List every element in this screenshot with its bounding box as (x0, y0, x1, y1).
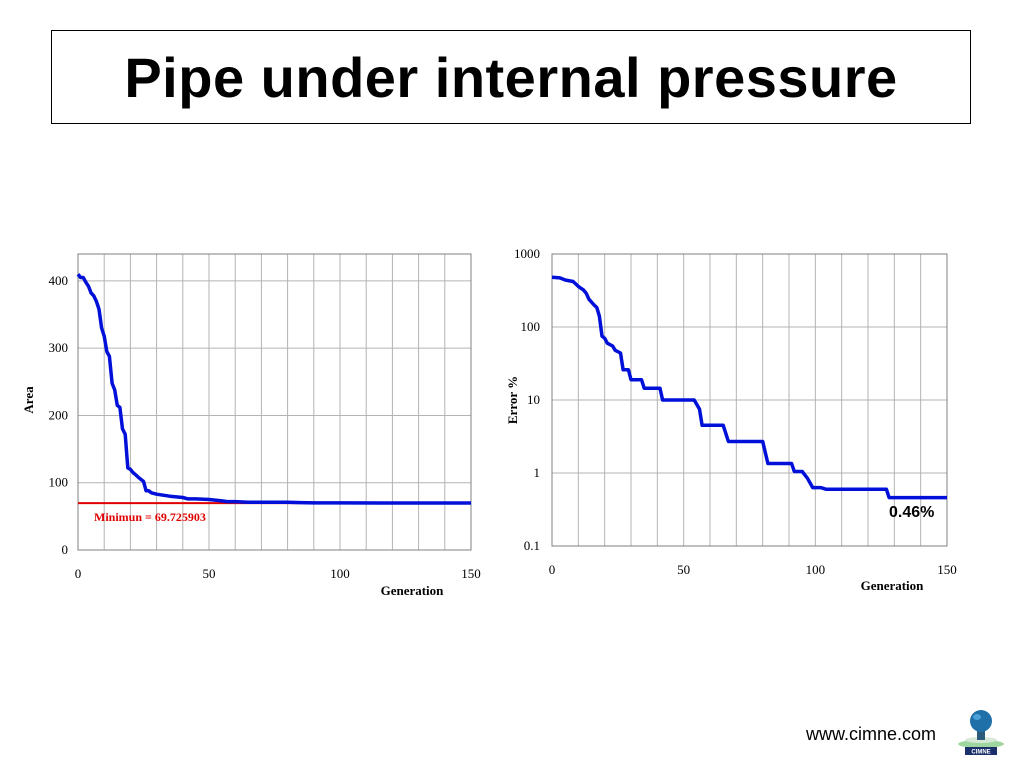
area-series-line (76, 273, 471, 505)
error-y-tick-label: 100 (521, 319, 541, 334)
error-y-tick-label: 10 (527, 392, 540, 407)
error-x-tick-label: 0 (549, 562, 556, 577)
area-y-tick-label: 300 (49, 340, 69, 355)
area-x-tick-label: 100 (330, 566, 350, 581)
slide-title: Pipe under internal pressure (124, 45, 898, 109)
error-y-tick-labels: 0.1 1 10 100 1000 (514, 246, 540, 553)
error-y-axis-label: Error % (505, 376, 520, 424)
error-y-tick-label: 1 (534, 465, 541, 480)
area-x-tick-labels: 0 50 100 150 (75, 566, 481, 581)
area-y-tick-label: 100 (49, 475, 69, 490)
area-x-tick-label: 150 (461, 566, 481, 581)
footer-url[interactable]: www.cimne.com (806, 724, 937, 744)
cimne-logo-icon: CIMNE (958, 710, 1004, 756)
area-y-tick-label: 200 (49, 407, 69, 422)
area-y-tick-labels: 0 100 200 300 400 (49, 273, 69, 557)
area-x-tick-label: 0 (75, 566, 82, 581)
area-y-tick-label: 400 (49, 273, 69, 288)
error-x-tick-label: 100 (806, 562, 826, 577)
error-x-tick-label: 50 (677, 562, 690, 577)
error-y-tick-label: 1000 (514, 246, 540, 261)
error-plot-frame (551, 253, 948, 547)
area-x-axis-label: Generation (381, 583, 445, 598)
error-x-axis-label: Generation (861, 578, 925, 593)
final-error-annotation: 0.46% (889, 504, 934, 521)
area-plot-frame (77, 253, 472, 551)
area-y-tick-label: 0 (62, 542, 69, 557)
area-y-axis-label: Area (21, 386, 36, 414)
error-chart-grid (552, 253, 947, 547)
error-y-tick-label: 0.1 (524, 538, 540, 553)
error-series-line (551, 275, 947, 500)
minimum-annotation: Minimun = 69.725903 (94, 510, 206, 524)
logo-text: CIMNE (971, 750, 990, 756)
error-x-tick-labels: 0 50 100 150 (549, 562, 957, 577)
area-x-tick-label: 50 (203, 566, 216, 581)
slide-title-box: Pipe under internal pressure (51, 30, 971, 124)
error-x-tick-label: 150 (937, 562, 957, 577)
